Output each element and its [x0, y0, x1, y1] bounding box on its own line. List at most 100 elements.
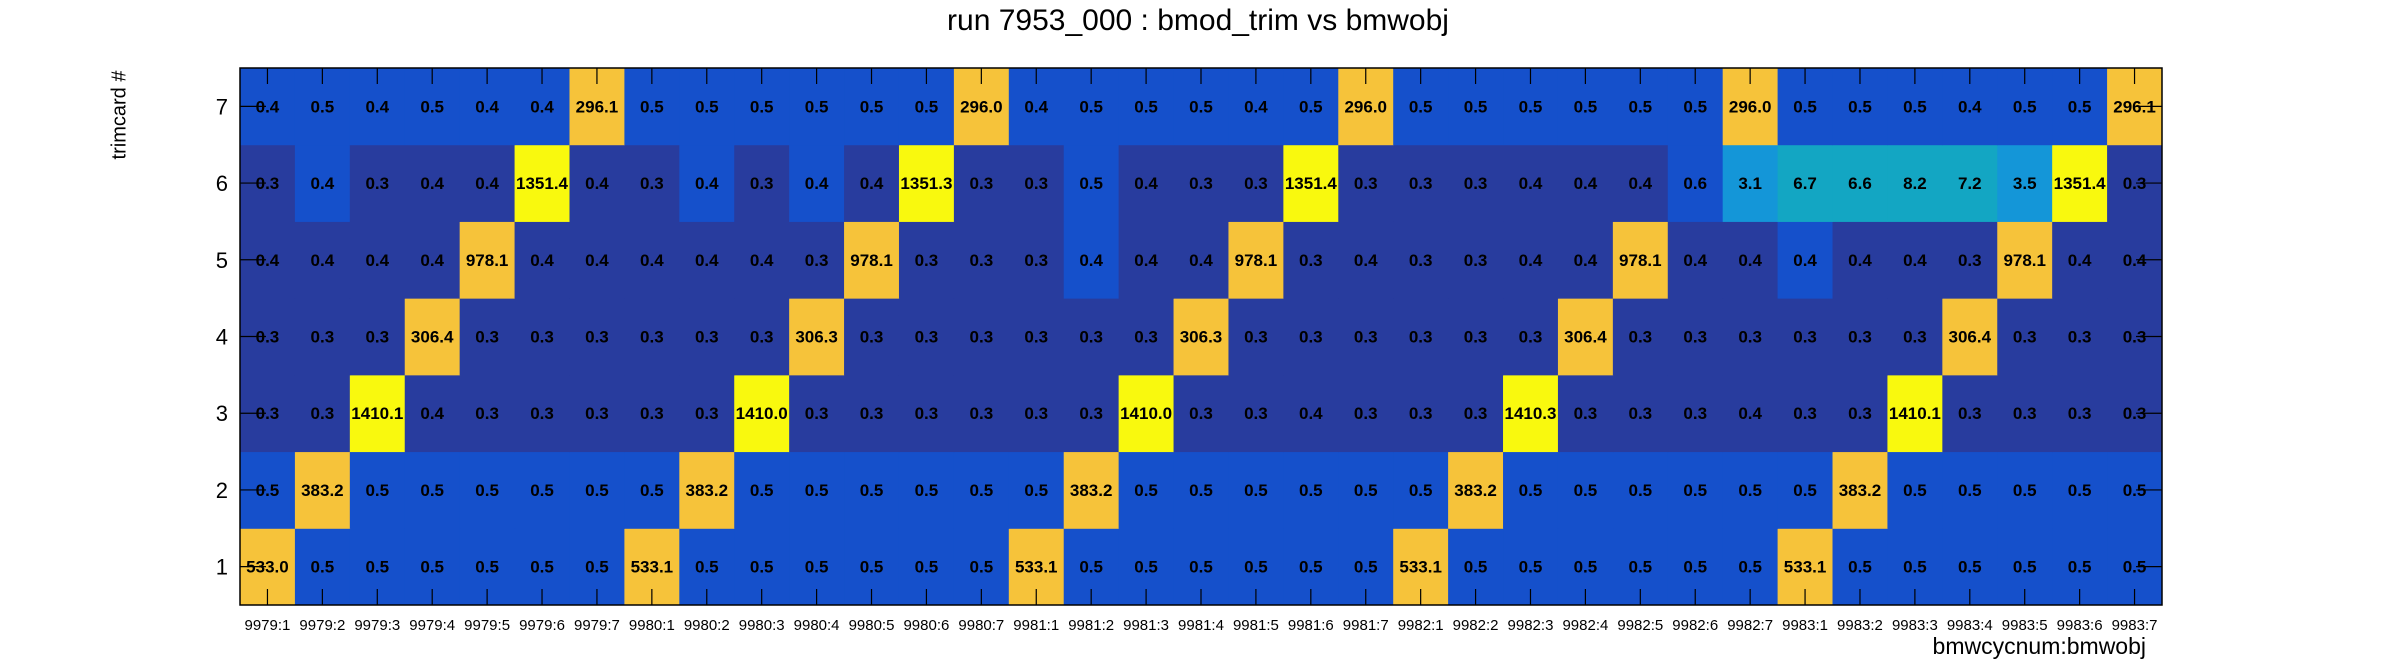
heatmap-cell: [1503, 374, 1559, 453]
cell-value-label: 0.4: [365, 251, 389, 270]
cell-value-label: 0.3: [970, 328, 994, 347]
cell-value-label: 0.5: [1354, 481, 1378, 500]
heatmap-cell: [404, 451, 461, 529]
heatmap-cell: [1942, 451, 1998, 529]
cell-value-label: 1351.4: [1285, 174, 1338, 193]
heatmap-cell: [1667, 451, 1724, 529]
heatmap-cell: [1887, 221, 1943, 299]
x-tick-label: 9979:2: [299, 617, 345, 634]
cell-value-label: 0.5: [420, 97, 444, 116]
heatmap-cell: [898, 451, 955, 529]
cell-value-label: 0.5: [365, 558, 389, 577]
cell-value-label: 0.5: [1574, 97, 1598, 116]
heatmap-cell: [1777, 144, 1834, 222]
cell-value-label: 0.3: [585, 404, 609, 423]
heatmap-cell: [1118, 144, 1175, 222]
heatmap-cell: [1063, 144, 1120, 222]
cell-value-label: 0.3: [585, 328, 609, 347]
cell-value-label: 0.5: [475, 558, 499, 577]
x-tick-label: 9981:7: [1343, 617, 1389, 634]
cell-value-label: 0.3: [1354, 328, 1378, 347]
cell-value-label: 0.4: [1244, 97, 1268, 116]
heatmap-cell: [1503, 451, 1559, 529]
heatmap-cell: [734, 298, 790, 376]
cell-value-label: 0.3: [805, 404, 829, 423]
heatmap-cell: [1393, 451, 1449, 529]
cell-value-label: 0.5: [750, 481, 774, 500]
heatmap-cell: [844, 221, 900, 299]
cell-value-label: 0.3: [1848, 328, 1872, 347]
heatmap-cell: [679, 144, 735, 222]
cell-value-label: 0.5: [475, 481, 499, 500]
cell-value-label: 0.3: [1628, 328, 1652, 347]
cell-value-label: 0.4: [311, 174, 335, 193]
cell-value-label: 0.5: [1519, 481, 1543, 500]
cell-value-label: 0.5: [1299, 481, 1323, 500]
heatmap-cell: [1722, 298, 1779, 376]
heatmap-cell: [514, 374, 570, 453]
cell-value-label: 0.5: [365, 481, 389, 500]
heatmap-cell: [569, 298, 625, 376]
cell-value-label: 0.5: [860, 558, 884, 577]
heatmap-cell: [459, 298, 516, 376]
cell-value-label: 0.5: [1683, 97, 1707, 116]
cell-value-label: 0.5: [1189, 97, 1213, 116]
heatmap-cell: [1722, 451, 1779, 529]
cell-value-label: 0.4: [365, 97, 389, 116]
heatmap-cell: [789, 374, 845, 453]
x-axis-label: bmwcycnum:bmwobj: [1932, 633, 2146, 659]
cell-value-label: 0.5: [640, 97, 664, 116]
cell-value-label: 0.4: [1958, 97, 1982, 116]
cell-value-label: 1351.4: [516, 174, 569, 193]
cell-value-label: 296.0: [960, 97, 1003, 116]
heatmap-cell: [569, 451, 625, 529]
cell-value-label: 0.3: [1189, 404, 1213, 423]
heatmap-cell: [1887, 374, 1943, 453]
cell-value-label: 0.5: [1079, 558, 1103, 577]
cell-value-label: 0.4: [695, 174, 719, 193]
heatmap-cell: [1338, 221, 1394, 299]
heatmap-cell: [1887, 298, 1943, 376]
cell-value-label: 0.5: [915, 558, 939, 577]
cell-value-label: 0.5: [1683, 481, 1707, 500]
cell-value-label: 0.3: [1958, 251, 1982, 270]
cell-value-label: 0.3: [750, 174, 774, 193]
cell-value-label: 0.3: [695, 404, 719, 423]
heatmap-cell: [1283, 374, 1339, 453]
cell-value-label: 0.5: [1409, 481, 1433, 500]
x-tick-label: 9979:3: [354, 617, 400, 634]
cell-value-label: 0.5: [805, 481, 829, 500]
cell-value-label: 0.3: [1079, 328, 1103, 347]
heatmap-cell: [1118, 374, 1175, 453]
heatmap-cell: [569, 144, 625, 222]
heatmap-cell: [1667, 374, 1724, 453]
x-tick-label: 9979:6: [519, 617, 565, 634]
x-tick-label: 9983:7: [2112, 617, 2158, 634]
cell-value-label: 0.4: [1519, 251, 1543, 270]
cell-value-label: 0.5: [1134, 481, 1158, 500]
cell-value-label: 0.5: [1244, 481, 1268, 500]
cell-value-label: 0.3: [970, 404, 994, 423]
cell-value-label: 0.5: [695, 558, 719, 577]
heatmap-cell: [1393, 374, 1449, 453]
cell-value-label: 383.2: [301, 481, 344, 500]
cell-value-label: 383.2: [1070, 481, 1113, 500]
cell-value-label: 0.5: [1793, 97, 1817, 116]
cell-value-label: 0.4: [475, 97, 499, 116]
x-tick-label: 9983:4: [1947, 617, 1993, 634]
heatmap-cell: [1942, 374, 1998, 453]
y-tick-label: 7: [216, 94, 228, 119]
x-tick-label: 9979:7: [574, 617, 620, 634]
heatmap-cell: [1503, 144, 1559, 222]
heatmap-cell: [898, 144, 955, 222]
cell-value-label: 0.5: [585, 558, 609, 577]
cell-labels: 533.0 0.5 0.5 0.5 0.5 0.5 0.5 533.1 0.5 0.5 0.5 0.5…: [246, 97, 2156, 576]
x-tick-label: 9982:3: [1508, 617, 1554, 634]
cell-value-label: 0.4: [585, 174, 609, 193]
cell-value-label: 0.3: [970, 251, 994, 270]
cell-value-label: 0.5: [750, 97, 774, 116]
cell-value-label: 0.5: [1024, 481, 1048, 500]
heatmap-cell: [1338, 374, 1394, 453]
cell-value-label: 0.5: [530, 558, 554, 577]
